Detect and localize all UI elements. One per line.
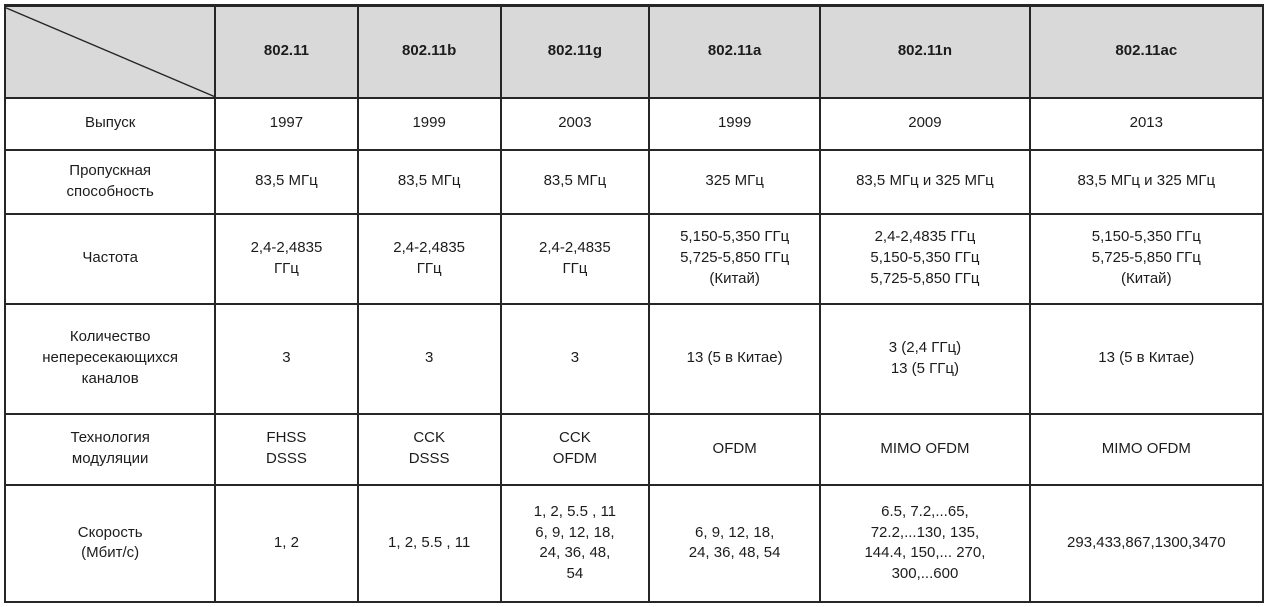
table-cell: 3 (356, 302, 502, 415)
table-row-frequency: Частота 2,4-2,4835 ГГц 2,4-2,4835 ГГц 2,… (3, 212, 1265, 305)
wifi-standards-table: 802.11 802.11b 802.11g 802.11a 802.11n 8… (3, 4, 1265, 603)
table-cell: 3 (2,4 ГГц) 13 (5 ГГц) (819, 302, 1031, 415)
table-cell: 83,5 МГц и 325 МГц (1028, 148, 1265, 215)
table-cell: 3 (499, 302, 651, 415)
table-cell: 1, 2 (214, 483, 359, 603)
table-row-channels: Количество непересекающихся каналов 3 3 … (3, 302, 1265, 415)
table-cell: 6, 9, 12, 18, 24, 36, 48, 54 (647, 483, 822, 603)
row-label-modulation: Технология модуляции (3, 412, 217, 486)
table-row-release: Выпуск 1997 1999 2003 1999 2009 2013 (3, 96, 1265, 151)
table-cell: 1997 (214, 96, 359, 151)
table-cell: 2,4-2,4835 ГГц 5,150-5,350 ГГц 5,725-5,8… (819, 212, 1031, 305)
table-cell: 2,4-2,4835 ГГц (499, 212, 651, 305)
table-cell: 1, 2, 5.5 , 11 (356, 483, 502, 603)
column-header-802-11n: 802.11n (819, 4, 1031, 99)
table-row-modulation: Технология модуляции FHSS DSSS CCK DSSS … (3, 412, 1265, 486)
table-cell: 13 (5 в Китае) (647, 302, 822, 415)
table-cell: 3 (214, 302, 359, 415)
table-cell: 293,433,867,1300,3470 (1028, 483, 1265, 603)
table-cell: 83,5 МГц (499, 148, 651, 215)
column-header-802-11ac: 802.11ac (1028, 4, 1265, 99)
table-cell: 2,4-2,4835 ГГц (356, 212, 502, 305)
row-label-release: Выпуск (3, 96, 217, 151)
table-cell: 1999 (647, 96, 822, 151)
table-cell: 2,4-2,4835 ГГц (214, 212, 359, 305)
diagonal-divider-icon (6, 7, 214, 97)
table-cell: 2013 (1028, 96, 1265, 151)
table-cell: 83,5 МГц (214, 148, 359, 215)
table-cell: 13 (5 в Китае) (1028, 302, 1265, 415)
table-cell: 5,150-5,350 ГГц 5,725-5,850 ГГц (Китай) (647, 212, 822, 305)
table-cell: 6.5, 7.2,...65, 72.2,...130, 135, 144.4,… (819, 483, 1031, 603)
table-cell: 83,5 МГц и 325 МГц (819, 148, 1031, 215)
table-row-bandwidth: Пропускная способность 83,5 МГц 83,5 МГц… (3, 148, 1265, 215)
row-label-channels: Количество непересекающихся каналов (3, 302, 217, 415)
row-label-bandwidth: Пропускная способность (3, 148, 217, 215)
table-cell: FHSS DSSS (214, 412, 359, 486)
table-cell: 1999 (356, 96, 502, 151)
table-cell: 2003 (499, 96, 651, 151)
row-label-speed: Скорость (Мбит/с) (3, 483, 217, 603)
column-header-802-11a: 802.11a (647, 4, 822, 99)
table-cell: OFDM (647, 412, 822, 486)
table-cell: 5,150-5,350 ГГц 5,725-5,850 ГГц (Китай) (1028, 212, 1265, 305)
table-row-speed: Скорость (Мбит/с) 1, 2 1, 2, 5.5 , 11 1,… (3, 483, 1265, 603)
table-cell: 325 МГц (647, 148, 822, 215)
table-cell: MIMO OFDM (1028, 412, 1265, 486)
table-cell: 83,5 МГц (356, 148, 502, 215)
table-cell: MIMO OFDM (819, 412, 1031, 486)
corner-cell (3, 4, 217, 99)
row-label-frequency: Частота (3, 212, 217, 305)
column-header-802-11b: 802.11b (356, 4, 502, 99)
table-cell: 1, 2, 5.5 , 11 6, 9, 12, 18, 24, 36, 48,… (499, 483, 651, 603)
table-cell: CCK DSSS (356, 412, 502, 486)
table-cell: 2009 (819, 96, 1031, 151)
column-header-802-11: 802.11 (214, 4, 359, 99)
table-cell: CCK OFDM (499, 412, 651, 486)
column-header-802-11g: 802.11g (499, 4, 651, 99)
table-header-row: 802.11 802.11b 802.11g 802.11a 802.11n 8… (3, 4, 1265, 99)
